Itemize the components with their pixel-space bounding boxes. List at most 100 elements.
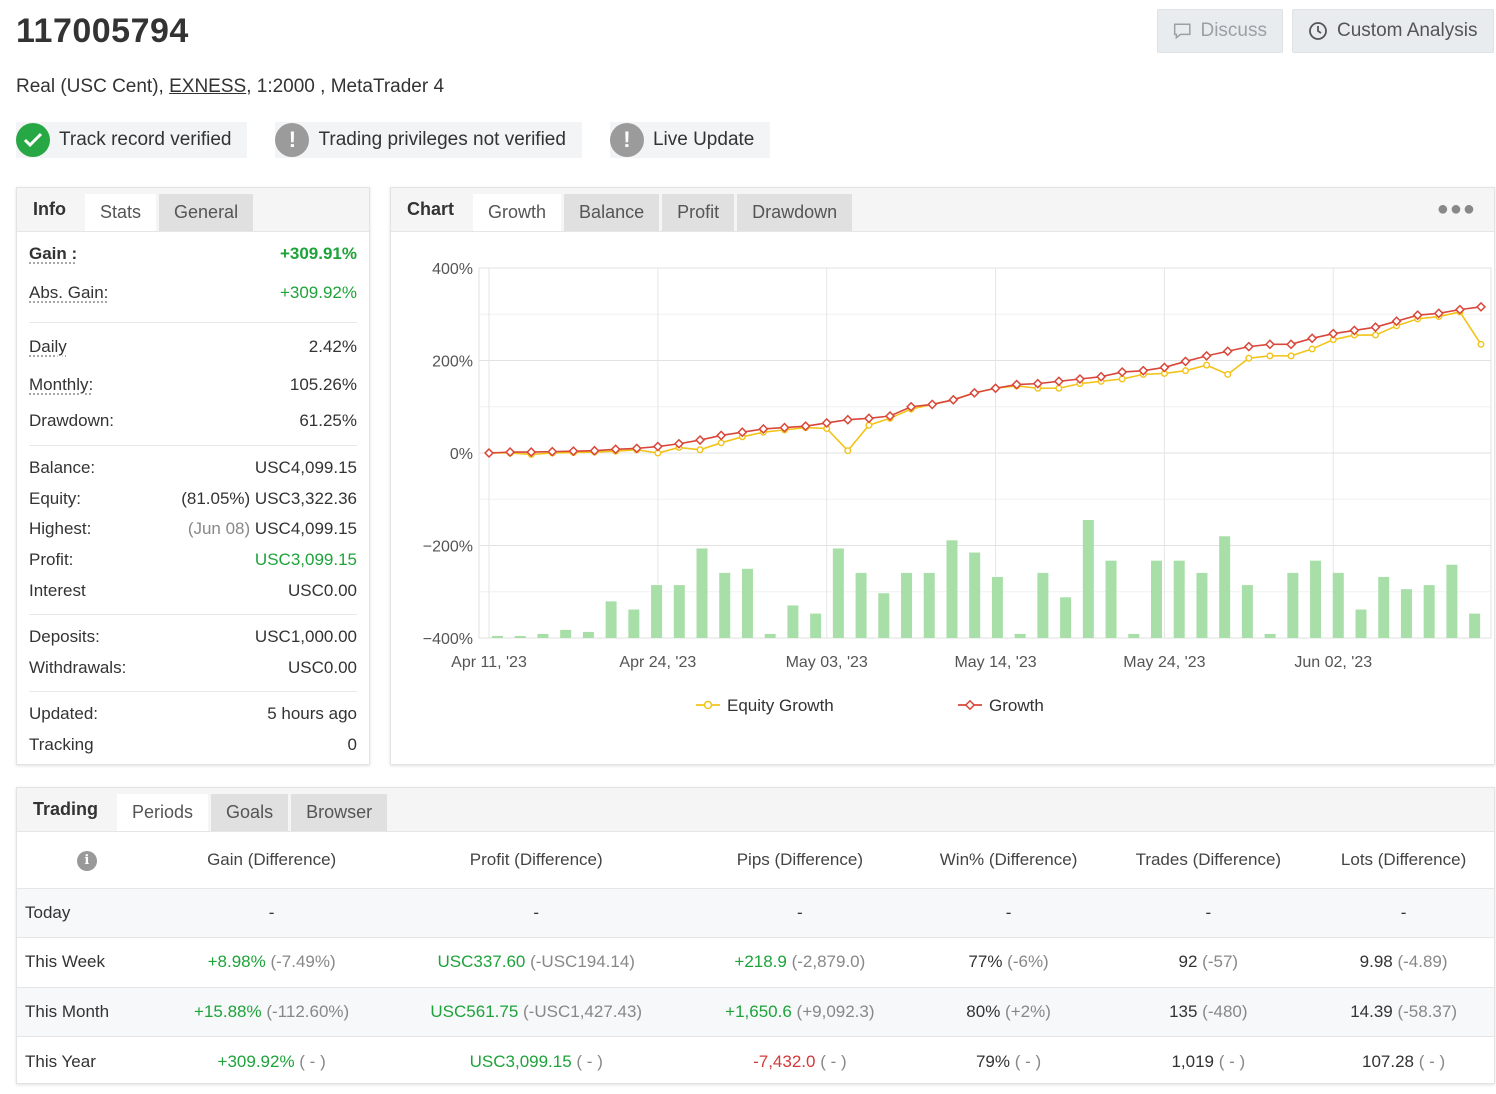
badge-live-update[interactable]: ! Live Update	[609, 122, 771, 158]
profit-bar	[1060, 597, 1072, 638]
tab-periods[interactable]: Periods	[117, 794, 209, 831]
profit-bar	[901, 572, 913, 638]
info-icon[interactable]: i	[76, 851, 97, 872]
gain-value: +8.98%	[207, 952, 266, 972]
series-point	[1224, 370, 1232, 378]
highest-date: (Jun 08)	[187, 519, 251, 538]
profit-bar	[1105, 560, 1117, 638]
account-details: , 1:2000 , MetaTrader 4	[246, 76, 445, 97]
series-point	[1222, 346, 1233, 357]
lots-diff: (-58.37)	[1392, 1001, 1457, 1021]
tab-general[interactable]: General	[159, 194, 254, 231]
chart-tab-label: Chart	[407, 199, 455, 219]
win-value: 77%	[968, 952, 1003, 972]
series-point	[1475, 301, 1487, 312]
profit-cell: USC337.60 (-USC194.14)	[386, 937, 687, 987]
series-point	[1243, 341, 1254, 352]
stat-highest: Highest: (Jun 08) USC4,099.15	[29, 519, 357, 539]
win-diff: ( - )	[1010, 1051, 1042, 1071]
tab-balance[interactable]: Balance	[564, 194, 660, 231]
series-point	[652, 441, 663, 452]
profit-diff: ( - )	[571, 1051, 603, 1071]
info-panel: Info Stats General Gain : +309.91% Abs. …	[16, 187, 370, 765]
x-tick-label: May 24, '23	[1123, 654, 1205, 671]
series-point	[779, 422, 790, 433]
badge-trading-privileges[interactable]: ! Trading privileges not verified	[275, 122, 582, 158]
series-point	[505, 447, 516, 458]
discuss-button[interactable]: Discuss	[1157, 9, 1283, 53]
profit-bar	[1014, 633, 1026, 638]
tab-browser[interactable]: Browser	[291, 794, 388, 831]
win-value: 80%	[966, 1001, 1001, 1021]
lots-value: 14.39	[1350, 1001, 1393, 1021]
stat-value: USC0.00	[288, 658, 357, 677]
lots-value: -	[1400, 902, 1407, 922]
tab-stats[interactable]: Stats	[85, 194, 157, 231]
divider	[29, 322, 357, 323]
series-point	[1391, 316, 1402, 327]
stat-label[interactable]: Daily	[29, 337, 67, 356]
trades-value: 1,019	[1171, 1051, 1214, 1071]
trades-value: -	[1205, 902, 1212, 922]
profit-bar	[1287, 572, 1299, 638]
broker-link[interactable]: EXNESS	[169, 76, 247, 97]
x-tick-label: May 14, '23	[954, 654, 1036, 671]
info-header: i	[17, 833, 157, 888]
profit-bar	[1241, 585, 1253, 638]
series-point	[1349, 325, 1360, 336]
gain-cell: -	[156, 887, 387, 938]
table-header: i Gain (Difference) Profit (Difference) …	[17, 833, 1494, 888]
profit-bar	[946, 540, 958, 638]
stat-value: USC3,099.15	[254, 550, 357, 569]
stat-abs-gain: Abs. Gain: +309.92%	[29, 283, 357, 303]
gain-value: -	[268, 902, 275, 922]
gain-value: +309.92%	[217, 1051, 295, 1071]
profit-cell: USC561.75 (-USC1,427.43)	[386, 986, 687, 1037]
stat-label[interactable]: Gain :	[29, 244, 78, 263]
stat-gain: Gain : +309.91%	[29, 244, 357, 264]
series-point	[1287, 352, 1295, 360]
trades-diff: (-57)	[1197, 952, 1239, 972]
series-point	[758, 423, 769, 434]
series-point	[842, 414, 853, 425]
profit-bar	[1082, 519, 1094, 638]
trades-diff: (-480)	[1197, 1001, 1248, 1021]
clock-icon	[1309, 22, 1327, 40]
profit-bar	[673, 585, 685, 638]
tab-goals[interactable]: Goals	[211, 794, 289, 831]
series-line	[488, 306, 1482, 454]
series-point	[696, 446, 704, 454]
lots-cell: 9.98 (-4.89)	[1313, 937, 1494, 987]
divider	[29, 691, 357, 692]
stat-value: USC1,000.00	[254, 627, 357, 646]
stat-label: Deposits:	[29, 627, 100, 646]
series-point	[1053, 376, 1064, 387]
x-tick-label: Jun 02, '23	[1294, 654, 1372, 671]
stat-value: 61.25%	[299, 411, 357, 430]
stat-label[interactable]: Monthly:	[29, 375, 94, 394]
series-point	[1182, 367, 1190, 375]
stat-label[interactable]: Abs. Gain:	[29, 283, 109, 302]
profit-cell: -	[386, 887, 687, 938]
custom-analysis-label: Custom Analysis	[1337, 20, 1478, 41]
series-point	[717, 439, 725, 447]
profit-bar	[1378, 576, 1390, 638]
profit-bar	[582, 631, 594, 638]
gain-value: +15.88%	[194, 1001, 262, 1021]
tab-profit[interactable]: Profit	[662, 194, 735, 231]
series-point	[906, 401, 917, 412]
x-tick-label: Apr 11, '23	[451, 654, 527, 671]
badge-track-record[interactable]: Track record verified	[16, 122, 248, 158]
tab-growth[interactable]: Growth	[473, 194, 562, 231]
ellipsis-icon[interactable]: ●●●	[1436, 198, 1476, 220]
y-tick-label: −400%	[423, 631, 473, 648]
stat-value: USC0.00	[288, 581, 357, 600]
profit-bar	[878, 593, 890, 638]
y-tick-label: 0%	[450, 446, 473, 463]
profit-bar	[628, 609, 640, 638]
custom-analysis-button[interactable]: Custom Analysis	[1292, 9, 1494, 53]
stat-drawdown: Drawdown: 61.25%	[29, 411, 357, 431]
series-point	[1308, 345, 1316, 353]
tab-drawdown[interactable]: Drawdown	[737, 194, 853, 231]
stat-label: Highest:	[29, 519, 92, 538]
